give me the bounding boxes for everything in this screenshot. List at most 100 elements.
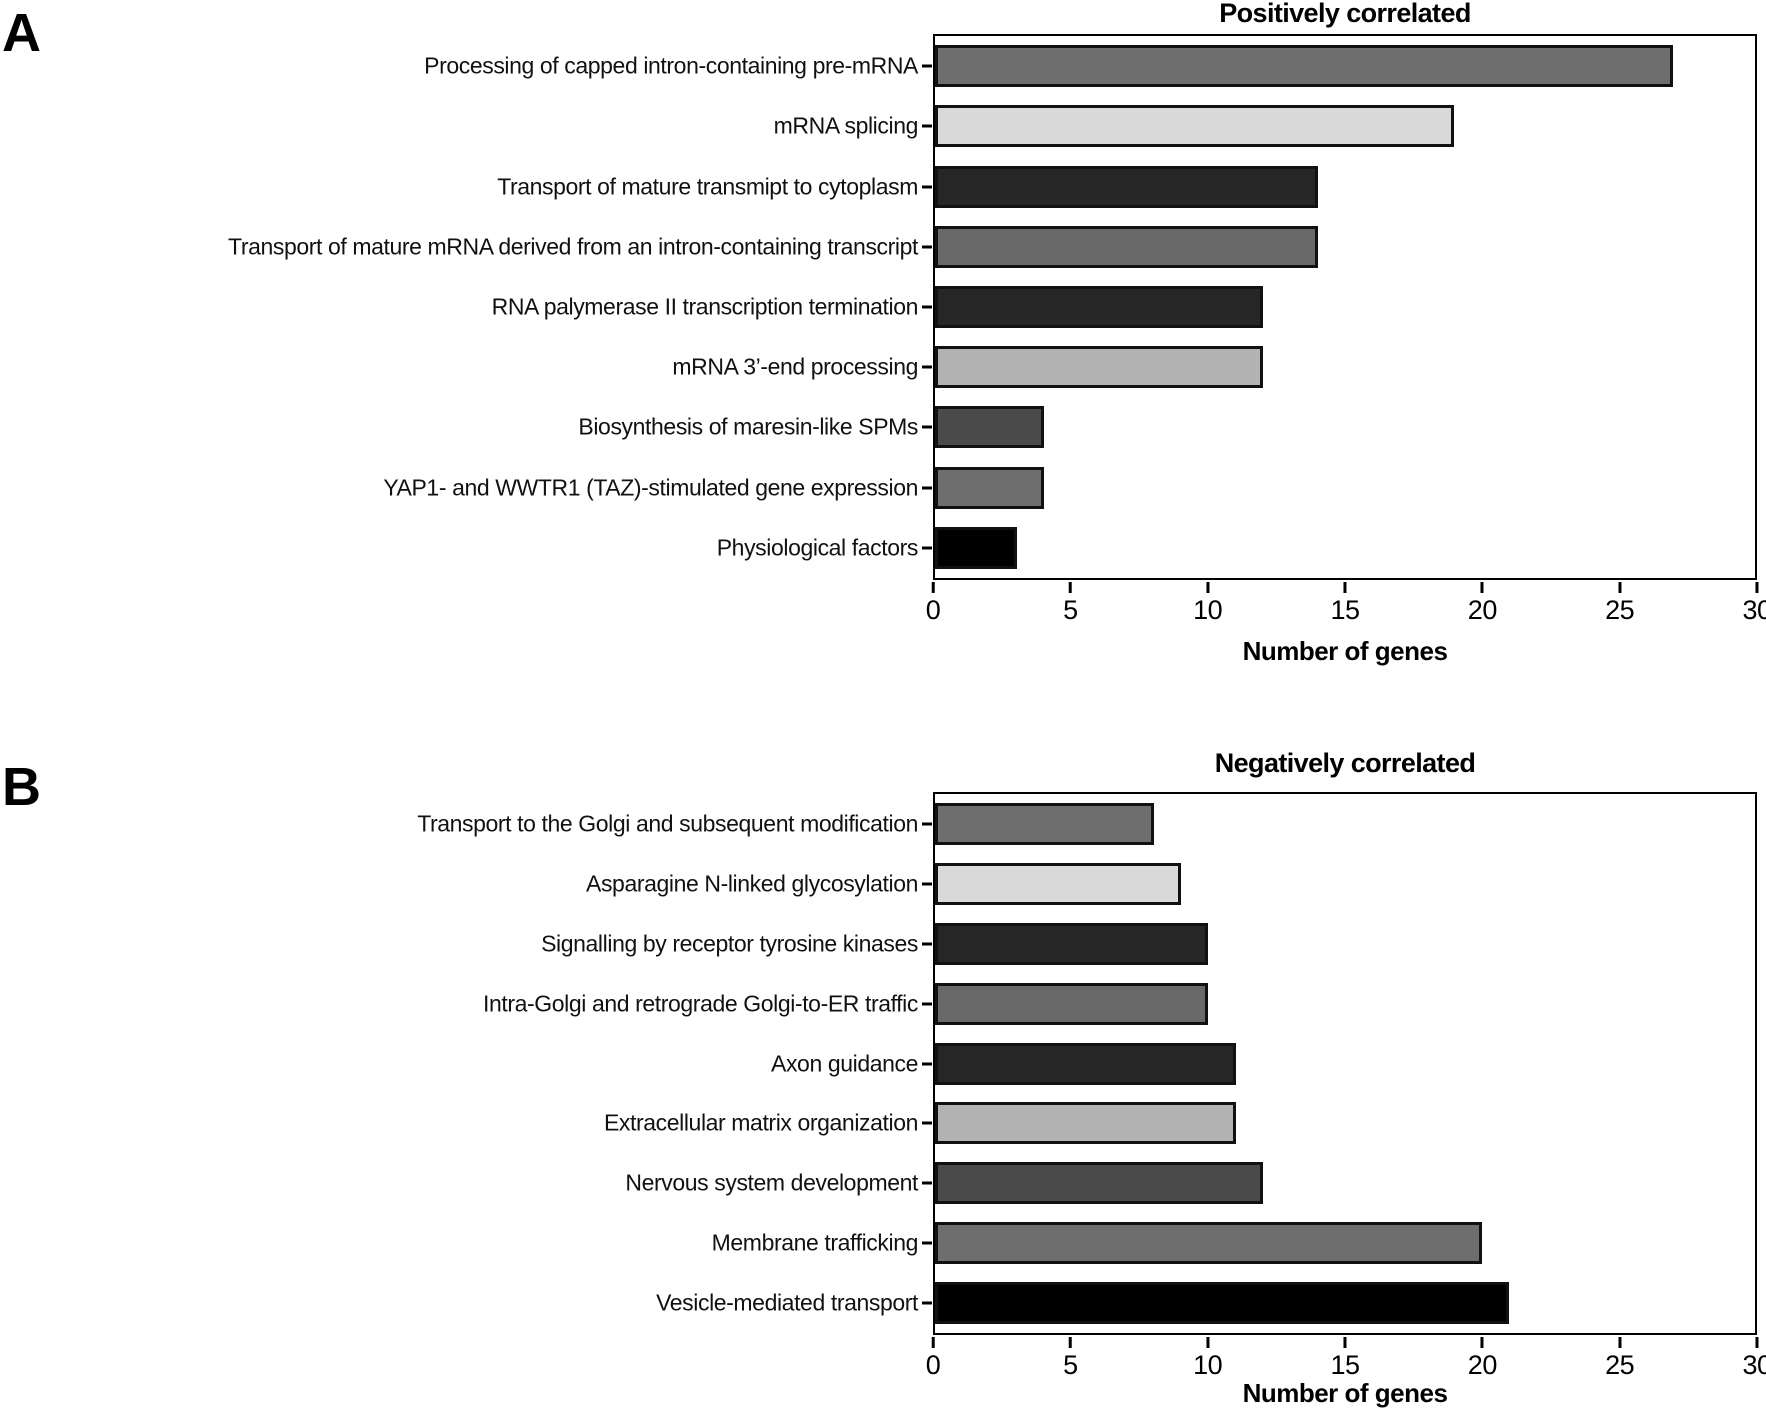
x-tick-mark <box>1343 1337 1347 1348</box>
bar <box>935 1222 1482 1265</box>
category-label: Transport to the Golgi and subsequent mo… <box>417 810 918 837</box>
bar-row: Processing of capped intron-containing p… <box>424 36 1755 96</box>
bar-row: Transport of mature transmipt to cytopla… <box>497 156 1755 216</box>
x-tick-label: 5 <box>1063 595 1078 625</box>
bar <box>935 1102 1236 1145</box>
x-tick: 5 <box>1063 1337 1078 1381</box>
y-tick-mark <box>922 1241 932 1245</box>
x-tick-mark <box>1618 1337 1622 1348</box>
bar <box>935 285 1263 328</box>
x-tick: 20 <box>1468 582 1497 626</box>
x-tick-label: 30 <box>1742 595 1766 625</box>
x-tick-label: 5 <box>1063 1350 1078 1380</box>
panel-b-letter: B <box>2 757 41 817</box>
x-tick-mark <box>1618 582 1622 593</box>
category-label: YAP1- and WWTR1 (TAZ)-stimulated gene ex… <box>383 474 918 501</box>
x-tick-mark <box>1206 1337 1210 1348</box>
x-tick: 0 <box>926 582 941 626</box>
y-tick-mark <box>922 245 932 249</box>
panel-b-chart-title: Negatively correlated <box>1214 748 1476 778</box>
bar <box>935 466 1045 509</box>
bar-row: Vesicle-mediated transport <box>656 1273 1755 1333</box>
x-tick-mark <box>1755 1337 1759 1348</box>
bar-row: Axon guidance <box>771 1034 1755 1094</box>
bar-row: Membrane trafficking <box>712 1213 1755 1273</box>
bar <box>935 526 1017 569</box>
y-tick-mark <box>922 305 932 309</box>
x-tick: 5 <box>1063 582 1078 626</box>
x-tick: 25 <box>1605 1337 1635 1381</box>
x-tick-mark <box>1206 582 1210 593</box>
category-label: Asparagine N-linked glycosylation <box>586 870 918 897</box>
y-tick-mark <box>922 124 932 128</box>
bar-row: Asparagine N-linked glycosylation <box>586 854 1755 914</box>
y-tick-mark <box>922 882 932 886</box>
x-tick-label: 25 <box>1605 595 1635 625</box>
panel-b-x-axis-label: Number of genes <box>1242 1378 1448 1408</box>
category-label: Axon guidance <box>771 1050 918 1076</box>
bar <box>935 862 1181 905</box>
x-tick: 15 <box>1330 1337 1360 1381</box>
x-tick-mark <box>1480 1337 1484 1348</box>
bar <box>935 802 1154 845</box>
panel-a-x-axis-ticks: 0 5 10 15 20 25 30 <box>926 582 1766 630</box>
category-label: Physiological factors <box>716 534 919 561</box>
bar-row: Intra-Golgi and retrograde Golgi-to-ER t… <box>483 974 1755 1034</box>
y-tick-mark <box>922 1002 932 1006</box>
bar <box>935 1282 1509 1325</box>
panel-b-plot-area: Transport to the Golgi and subsequent mo… <box>417 792 1757 1335</box>
y-tick-mark <box>922 486 932 490</box>
bar-row: Transport of mature mRNA derived from an… <box>228 217 1755 277</box>
y-tick-mark <box>922 942 932 946</box>
bar <box>935 406 1045 449</box>
x-tick-mark <box>931 1337 935 1348</box>
y-tick-mark <box>922 365 932 369</box>
x-tick-mark <box>1068 1337 1072 1348</box>
x-tick-label: 20 <box>1467 1350 1498 1380</box>
x-tick: 10 <box>1193 582 1223 626</box>
x-tick-label: 0 <box>925 595 941 625</box>
x-tick-mark <box>1068 582 1072 593</box>
bar-row: Biosynthesis of maresin-like SPMs <box>578 397 1755 457</box>
x-tick-mark <box>1343 582 1347 593</box>
y-tick-mark <box>922 546 932 550</box>
bar-row: Physiological factors <box>717 518 1755 578</box>
category-label: Transport of mature mRNA derived from an… <box>228 233 918 260</box>
y-tick-mark <box>922 425 932 429</box>
x-tick: 20 <box>1468 1337 1497 1381</box>
panel-a-chart-title: Positively correlated <box>1219 0 1471 28</box>
bar <box>935 922 1209 965</box>
category-label: Vesicle-mediated transport <box>656 1289 918 1316</box>
category-label: Intra-Golgi and retrograde Golgi-to-ER t… <box>483 990 918 1017</box>
bar <box>935 225 1318 268</box>
x-tick-label: 15 <box>1330 595 1360 625</box>
y-tick-mark <box>922 1121 932 1125</box>
panel-a-letter: A <box>2 3 41 63</box>
bar-row: RNA palymerase II transcription terminat… <box>492 277 1755 337</box>
category-label: Nervous system development <box>625 1169 918 1196</box>
bar <box>935 105 1455 148</box>
bar-row: mRNA splicing <box>774 96 1755 156</box>
category-label: mRNA splicing <box>773 112 919 139</box>
category-label: Membrane trafficking <box>711 1229 919 1256</box>
panel-a-x-axis-label: Number of genes <box>1242 636 1448 666</box>
bar <box>935 1162 1263 1205</box>
bar <box>935 982 1209 1025</box>
x-tick-label: 10 <box>1193 1350 1223 1380</box>
category-label: mRNA 3’-end processing <box>672 353 918 380</box>
x-tick-mark <box>1480 582 1484 593</box>
panel-b-x-axis-ticks: 0 5 10 15 20 25 30 <box>926 1337 1766 1385</box>
bar <box>935 1042 1236 1085</box>
category-label: Extracellular matrix organization <box>603 1109 918 1136</box>
y-tick-mark <box>922 1181 932 1185</box>
bar <box>935 165 1318 208</box>
x-tick: 10 <box>1193 1337 1223 1381</box>
y-tick-mark <box>922 822 932 826</box>
x-tick-label: 15 <box>1330 1350 1360 1380</box>
x-tick-label: 30 <box>1742 1350 1766 1380</box>
category-label: Biosynthesis of maresin-like SPMs <box>578 413 918 440</box>
bar <box>935 346 1263 389</box>
x-tick: 30 <box>1742 1337 1766 1381</box>
bar-row: Nervous system development <box>625 1153 1755 1213</box>
category-label: Processing of capped intron-containing p… <box>424 52 918 79</box>
